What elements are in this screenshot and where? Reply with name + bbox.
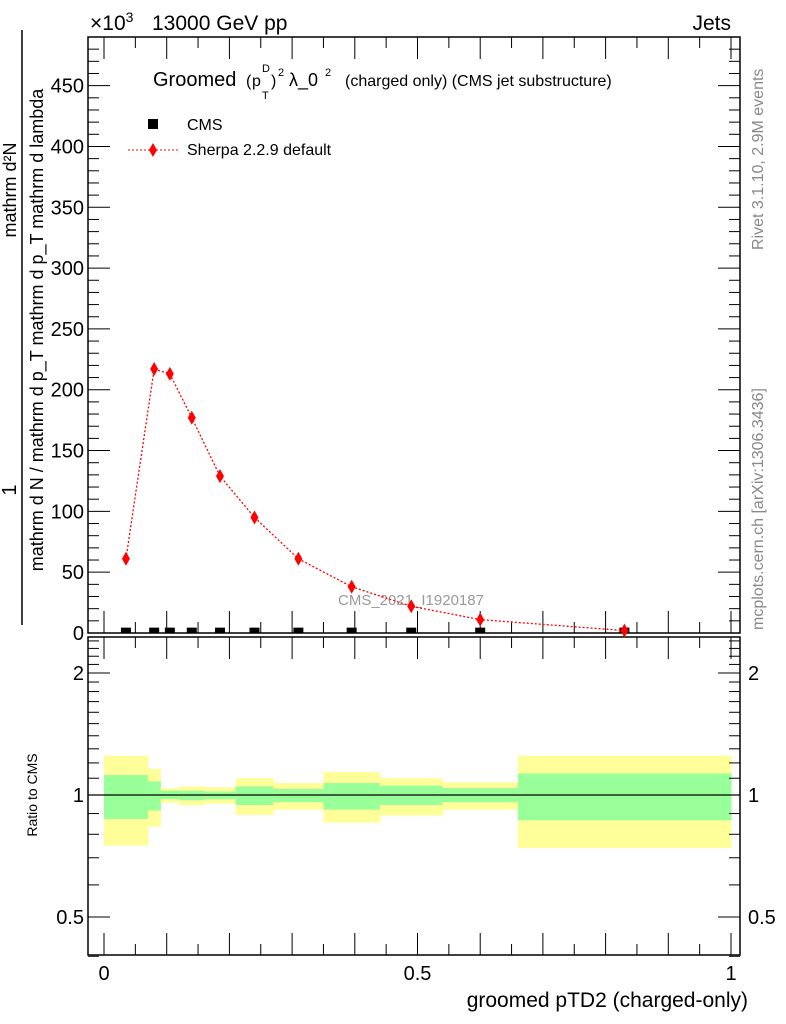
y-tick-label: 0: [73, 623, 84, 645]
y-tick-label: 350: [51, 197, 84, 219]
title-rest: (charged only) (CMS jet substructure): [345, 73, 612, 90]
y-tick-label: 150: [51, 441, 84, 463]
rivet-label: Rivet 3.1.10, 2.9M events: [750, 69, 767, 250]
title-lambda: λ_0: [289, 70, 318, 91]
y-tick-label: 250: [51, 319, 84, 341]
cms-data-point: [164, 627, 175, 633]
legend-cms-marker: [148, 119, 158, 129]
sherpa-data-point: [476, 612, 485, 627]
sherpa-data-point: [250, 510, 259, 525]
title-pow: 2: [278, 67, 284, 79]
title-open-paren: (: [246, 73, 252, 90]
y-label-denominator: mathrm d N / mathrm d p_T mathrm d p_T m…: [27, 88, 48, 571]
cms-data-point: [149, 627, 160, 633]
ratio-y-tick-label: 0.5: [56, 907, 84, 929]
y-tick-label: 300: [51, 258, 84, 280]
title-p-sup: D: [262, 63, 270, 75]
y-axis-label: mathrm d²N 1 mathrm d N / mathrm d p_T m…: [0, 30, 48, 625]
legend-sherpa-label: Sherpa 2.2.9 default: [187, 142, 332, 159]
main-frame: [87, 36, 741, 634]
y-label-one: 1: [0, 484, 21, 495]
cms-data-point: [249, 627, 260, 633]
ratio-y-tick-label-right: 2: [748, 663, 759, 685]
plot-title: Groomed ( p D T ) 2 λ_0 2 (charged only)…: [153, 63, 612, 102]
ratio-y-label: Ratio to CMS: [24, 753, 40, 836]
sherpa-data-point: [165, 366, 174, 381]
sherpa-data-point: [215, 469, 224, 484]
y-tick-label: 200: [51, 380, 84, 402]
ratio-y-tick-label: 2: [73, 663, 84, 685]
title-close-paren: ): [271, 73, 276, 90]
ratio-band-1sigma: [147, 781, 161, 811]
ratio-y-tick-label-right: 1: [748, 785, 759, 807]
legend-cms-label: CMS: [187, 117, 223, 134]
energy-label: 13000 GeV pp: [152, 12, 287, 35]
title-p: p: [252, 73, 261, 90]
title-lambda-pow: 2: [325, 67, 331, 79]
y-tick-label: 450: [51, 76, 84, 98]
plot-marks: 0 50 100 150 200 250 300 350 400 450 0 0.5 1 0.5 0.5 1 1…: [51, 36, 776, 985]
ratio-y-tick-label-right: 0.5: [748, 907, 776, 929]
sherpa-data-point: [294, 551, 303, 566]
sherpa-data-point: [347, 579, 356, 594]
ratio-frame: [87, 636, 741, 956]
mcplots-label: mcplots.cern.ch [arXiv:1306.3436]: [750, 388, 767, 630]
cms-data-point: [346, 627, 357, 633]
ratio-y-tick-label: 1: [73, 785, 84, 807]
y-label-numerator: mathrm d²N: [0, 142, 20, 237]
x-axis-label: groomed pTD2 (charged-only): [467, 989, 748, 1012]
sherpa-data-point: [121, 551, 130, 566]
category-label: Jets: [692, 12, 731, 35]
ratio-band-1sigma: [235, 786, 274, 805]
sherpa-data-point: [187, 410, 196, 425]
cms-data-point: [186, 627, 197, 633]
cms-data-point: [293, 627, 304, 633]
title-main: Groomed: [153, 69, 236, 91]
exponent-label: ×103: [90, 9, 134, 35]
cms-data-point: [475, 627, 486, 633]
y-tick-label: 400: [51, 136, 84, 158]
sherpa-data-point: [407, 599, 416, 614]
ratio-band-1sigma: [323, 783, 381, 810]
cms-data-point: [214, 627, 225, 633]
title-p-sub: T: [262, 90, 269, 102]
legend-sherpa-marker: [149, 143, 157, 157]
sherpa-data-point: [620, 623, 629, 638]
x-tick-label: 0.5: [404, 963, 432, 985]
sherpa-data-point: [150, 362, 159, 377]
ratio-band-1sigma: [517, 773, 732, 821]
cms-data-point: [406, 627, 417, 633]
y-tick-label: 100: [51, 501, 84, 523]
x-tick-label: 0: [98, 963, 109, 985]
ratio-band-1sigma: [104, 775, 149, 819]
legend: CMS Sherpa 2.2.9 default: [128, 117, 332, 159]
x-tick-label: 1: [725, 963, 736, 985]
y-tick-label: 50: [62, 562, 84, 584]
cms-data-point: [120, 627, 131, 633]
